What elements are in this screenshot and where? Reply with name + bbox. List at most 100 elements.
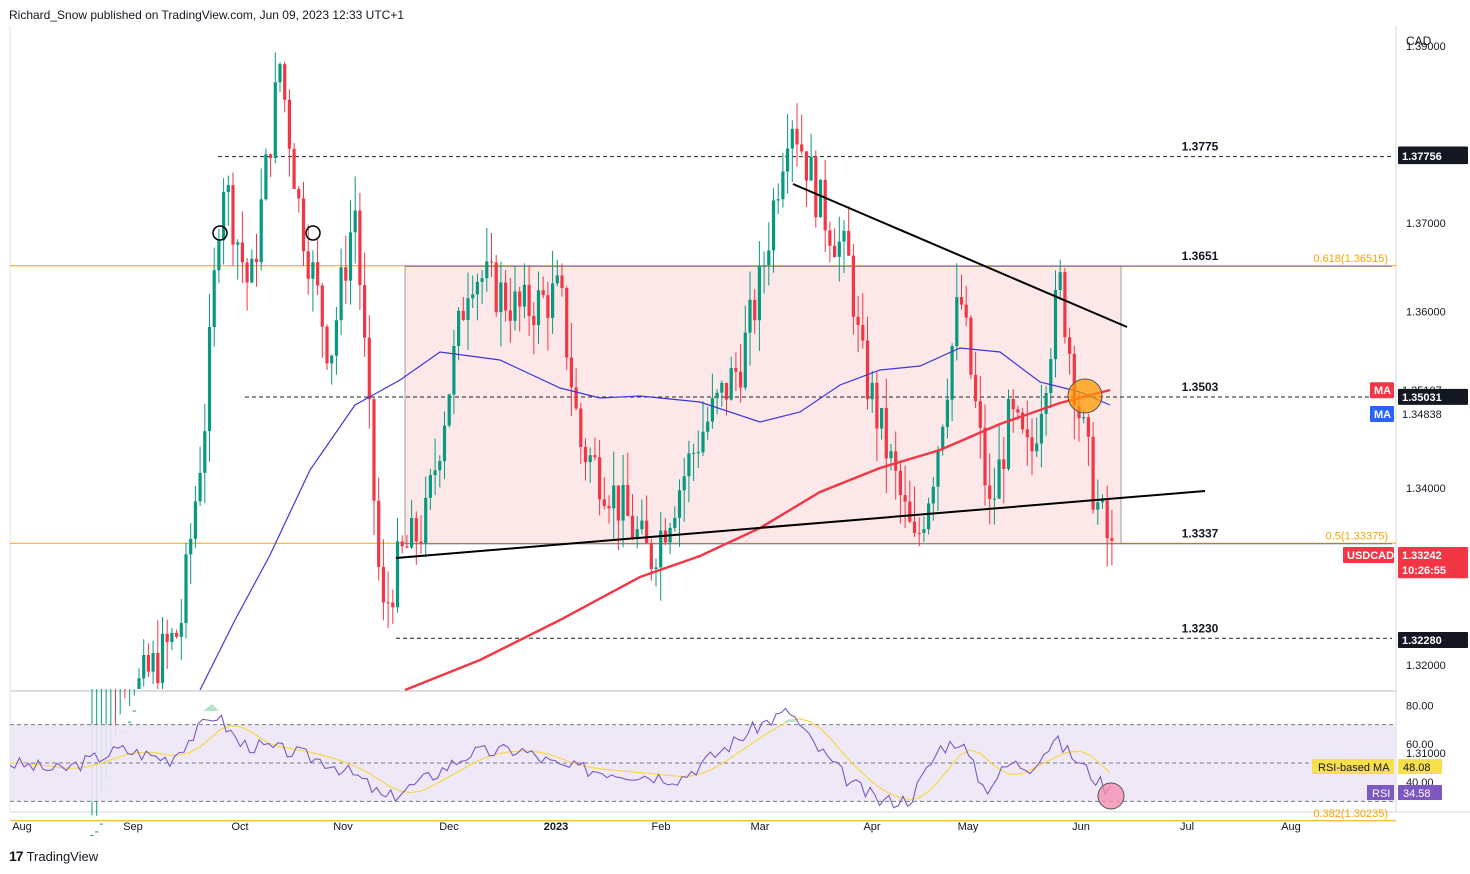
candle xyxy=(992,467,996,525)
double-top-marker-left xyxy=(212,225,228,241)
candle xyxy=(894,431,898,500)
candlestick-series xyxy=(90,52,1114,836)
candle xyxy=(212,247,216,347)
candle xyxy=(264,148,268,201)
candle xyxy=(269,153,273,177)
fib-label: 0.382(1.30235) xyxy=(1313,808,1388,820)
candle xyxy=(504,270,508,322)
candle xyxy=(612,451,616,540)
rsi-line xyxy=(9,707,1111,809)
candle xyxy=(160,617,165,689)
candle xyxy=(1091,422,1095,514)
candle xyxy=(583,438,588,481)
price-axis[interactable]: 1.400001.390001.370001.360001.340001.320… xyxy=(1406,0,1446,760)
candle xyxy=(128,689,132,723)
candle xyxy=(541,276,545,299)
candle xyxy=(898,460,902,524)
candle xyxy=(330,354,334,385)
candle xyxy=(532,302,536,355)
candle xyxy=(767,222,771,286)
candle xyxy=(494,254,498,317)
svg-text:1.37756: 1.37756 xyxy=(1402,151,1442,163)
candle xyxy=(748,271,752,366)
candle xyxy=(734,352,738,392)
candle xyxy=(621,454,625,548)
svg-text:1.34838: 1.34838 xyxy=(1402,409,1442,421)
candle xyxy=(969,315,973,380)
candle xyxy=(974,351,978,409)
tradingview-brand: TradingView xyxy=(26,848,99,864)
rsi-oversold-marker xyxy=(1097,782,1125,810)
fib-label: 0.618(1.36515) xyxy=(1313,253,1388,265)
double-top-marker-right xyxy=(305,225,321,241)
price-badge: 1.35031 xyxy=(1398,388,1468,405)
candle xyxy=(626,452,630,517)
candle xyxy=(635,516,639,549)
candle xyxy=(428,468,432,510)
svg-text:10:26:55: 10:26:55 xyxy=(1402,565,1446,577)
candle xyxy=(739,343,743,403)
candle xyxy=(424,476,428,558)
candle xyxy=(527,265,531,337)
price-badge: 1.34838 xyxy=(1402,409,1442,421)
candle xyxy=(912,486,917,537)
price-badge: MA xyxy=(1370,405,1394,422)
descending-trendline xyxy=(792,183,1128,328)
candle xyxy=(499,261,503,347)
candle xyxy=(287,89,291,177)
candle xyxy=(146,643,150,678)
candle xyxy=(1053,270,1058,378)
candle xyxy=(809,133,813,181)
level-label: 1.3503 xyxy=(1182,380,1219,394)
candle xyxy=(1063,267,1067,344)
candle xyxy=(151,640,155,685)
candle xyxy=(132,689,136,712)
candle xyxy=(706,406,710,440)
candle xyxy=(442,411,447,480)
candle xyxy=(320,282,324,358)
candle xyxy=(334,306,338,375)
candle xyxy=(311,250,315,312)
candle xyxy=(1025,400,1029,466)
candle xyxy=(847,205,851,257)
candle xyxy=(950,343,954,422)
time-axis[interactable]: Aug Sep Oct Nov Dec 2023 Feb Mar Apr May Jun Jul Aug xyxy=(12,821,1301,833)
candle xyxy=(466,272,470,351)
candle xyxy=(254,233,259,287)
candle xyxy=(795,103,799,167)
candle xyxy=(1021,407,1025,434)
time-tick-label: May xyxy=(958,821,979,833)
candle xyxy=(156,620,160,689)
candle xyxy=(292,142,296,190)
svg-text:RSI-based MA: RSI-based MA xyxy=(1318,762,1390,774)
candle xyxy=(536,271,541,344)
candle xyxy=(522,263,526,319)
fib-label: 0.5(1.33375) xyxy=(1326,530,1388,542)
candle xyxy=(917,517,921,547)
candle xyxy=(861,293,865,349)
ma-50-line xyxy=(199,347,1111,691)
candle xyxy=(724,382,729,416)
svg-text:USDCAD: USDCAD xyxy=(1347,550,1394,562)
candle xyxy=(372,396,376,536)
candle xyxy=(687,440,691,503)
svg-text:34.58: 34.58 xyxy=(1403,788,1431,800)
candle xyxy=(348,200,353,305)
candle xyxy=(922,516,926,542)
candle xyxy=(231,172,235,266)
time-tick-label: Dec xyxy=(439,821,459,833)
tradingview-logo[interactable]: 17 TradingView xyxy=(9,848,98,864)
candle xyxy=(588,447,592,483)
time-tick-label: Mar xyxy=(751,821,770,833)
rsi-ma-badge: RSI-based MA 48.08 xyxy=(1312,759,1442,774)
candle xyxy=(833,228,837,258)
candle xyxy=(447,393,451,428)
candle xyxy=(602,477,606,510)
candle xyxy=(574,368,578,411)
level-label: 1.3775 xyxy=(1182,140,1219,154)
candle xyxy=(480,270,484,305)
candle xyxy=(250,249,254,284)
rsi-value-badge: RSI 34.58 xyxy=(1367,785,1442,800)
candle xyxy=(306,224,310,295)
